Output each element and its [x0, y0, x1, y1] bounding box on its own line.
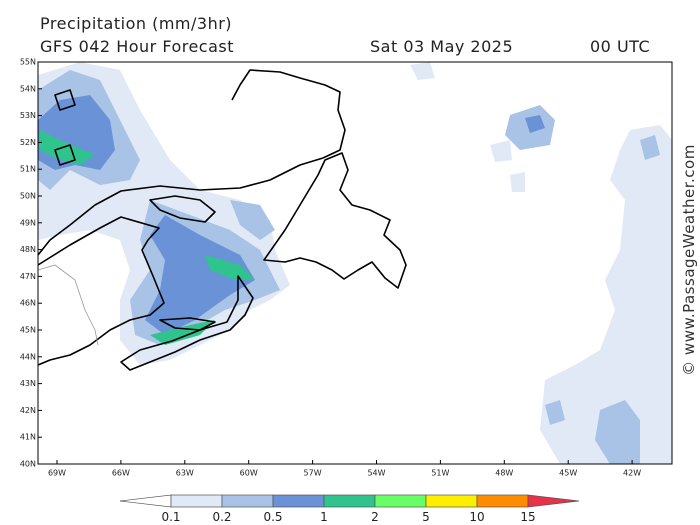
longitude-label: 54W — [367, 469, 385, 478]
longitude-label: 48W — [495, 469, 513, 478]
colorbar-segment — [170, 494, 223, 508]
latitude-label: 51N — [20, 165, 36, 174]
map-area — [37, 61, 673, 465]
colorbar-segment — [374, 494, 427, 508]
precipitation — [38, 62, 672, 464]
colorbar-label: 0.5 — [263, 510, 282, 524]
latitude-label: 49N — [20, 218, 36, 227]
latitude-label: 55N — [20, 58, 36, 67]
colorbar-segment — [323, 494, 376, 508]
watermark: © www.PassageWeather.com — [680, 144, 698, 376]
latitude-label: 48N — [20, 245, 36, 254]
latitude-label: 46N — [20, 299, 36, 308]
longitude-label: 42W — [623, 469, 641, 478]
latitude-label: 42N — [20, 406, 36, 415]
latitude-label: 54N — [20, 84, 36, 93]
longitude-label: 57W — [304, 469, 322, 478]
map-subtitle: GFS 042 Hour Forecast — [40, 37, 234, 56]
latitude-label: 53N — [20, 111, 36, 120]
longitude-label: 63W — [176, 469, 194, 478]
forecast-date: Sat 03 May 2025 — [370, 37, 513, 56]
colorbar-segment — [221, 494, 274, 508]
latitude-label: 44N — [20, 352, 36, 361]
colorbar-label: 15 — [520, 510, 535, 524]
longitude-label: 45W — [559, 469, 577, 478]
colorbar-label: 5 — [422, 510, 430, 524]
latitude-label: 40N — [20, 460, 36, 469]
latitude-label: 43N — [20, 379, 36, 388]
latitude-label: 45N — [20, 326, 36, 335]
colorbar-label: 0.1 — [161, 510, 180, 524]
colorbar-label: 1 — [320, 510, 328, 524]
colorbar-label: 10 — [469, 510, 484, 524]
colorbar-segment — [272, 494, 325, 508]
latitude-label: 41N — [20, 433, 36, 442]
latitude-label: 47N — [20, 272, 36, 281]
map-frame — [37, 61, 673, 465]
colorbar-low-triangle — [119, 494, 172, 508]
longitude-label: 60W — [240, 469, 258, 478]
coastlines — [37, 69, 407, 371]
longitude-label: 66W — [112, 469, 130, 478]
colorbar-label: 0.2 — [212, 510, 231, 524]
map-title: Precipitation (mm/3hr) — [40, 14, 232, 33]
latitude-label: 52N — [20, 138, 36, 147]
colorbar-segment — [425, 494, 478, 508]
colorbar-label: 2 — [371, 510, 379, 524]
colorbar-segment — [476, 494, 529, 508]
latitude-label: 50N — [20, 192, 36, 201]
forecast-time: 00 UTC — [590, 37, 650, 56]
longitude-label: 51W — [431, 469, 449, 478]
colorbar-high-triangle — [527, 494, 580, 508]
longitude-label: 69W — [48, 469, 66, 478]
